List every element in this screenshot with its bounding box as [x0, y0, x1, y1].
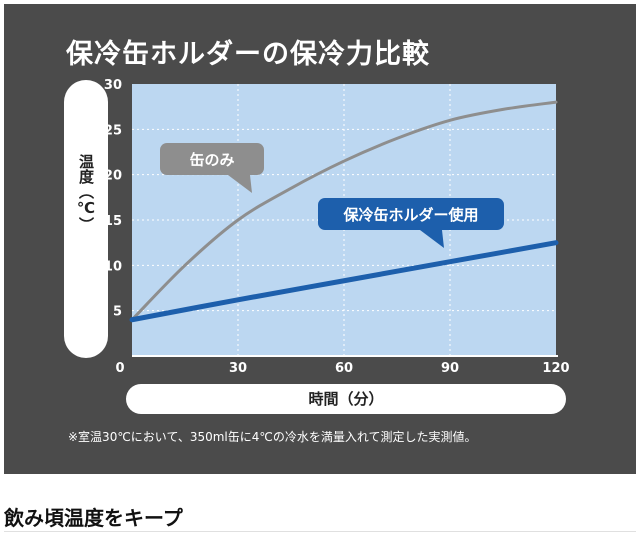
y-tick-label-0: 5 [113, 305, 122, 320]
series-label-text-1: 保冷缶ホルダー使用 [342, 206, 478, 224]
y-tick-label-2: 15 [104, 214, 122, 229]
x-axis-label: 時間（分） [308, 390, 384, 408]
series-label-box-0 [160, 143, 264, 175]
series-line-0 [130, 100, 558, 322]
series-label-1: 保冷缶ホルダー使用 [318, 198, 504, 248]
series-line-1 [129, 240, 559, 323]
x-tick-label-1: 30 [229, 361, 247, 376]
series-label-text-0: 缶のみ [189, 151, 234, 169]
series-label-box-1 [318, 198, 504, 230]
x-tick-label-4: 120 [542, 361, 569, 376]
x-tick-label-0: 0 [115, 361, 124, 376]
y-tick-label-3: 20 [104, 169, 122, 184]
tagline: 飲み頃温度をキープ [4, 506, 183, 530]
series-label-0: 缶のみ [160, 143, 264, 193]
chart-title: 保冷缶ホルダーの保冷力比較 [66, 39, 430, 70]
x-tick-label-2: 60 [335, 361, 353, 376]
x-axis-label-pill [126, 384, 566, 414]
y-axis-label: 温度（℃） [77, 154, 95, 232]
y-tick-label-5: 30 [104, 78, 122, 93]
series-label-pointer-1 [420, 230, 444, 248]
series-label-pointer-0 [228, 175, 252, 193]
measurement-footnote: ※室温30℃において、350ml缶に4℃の冷水を満量入れて測定した実測値。 [68, 430, 477, 444]
y-tick-label-4: 25 [104, 123, 122, 138]
y-tick-label-1: 10 [104, 259, 122, 274]
x-tick-label-3: 90 [441, 361, 459, 376]
divider [4, 531, 636, 532]
y-axis-label-pill [64, 80, 108, 358]
